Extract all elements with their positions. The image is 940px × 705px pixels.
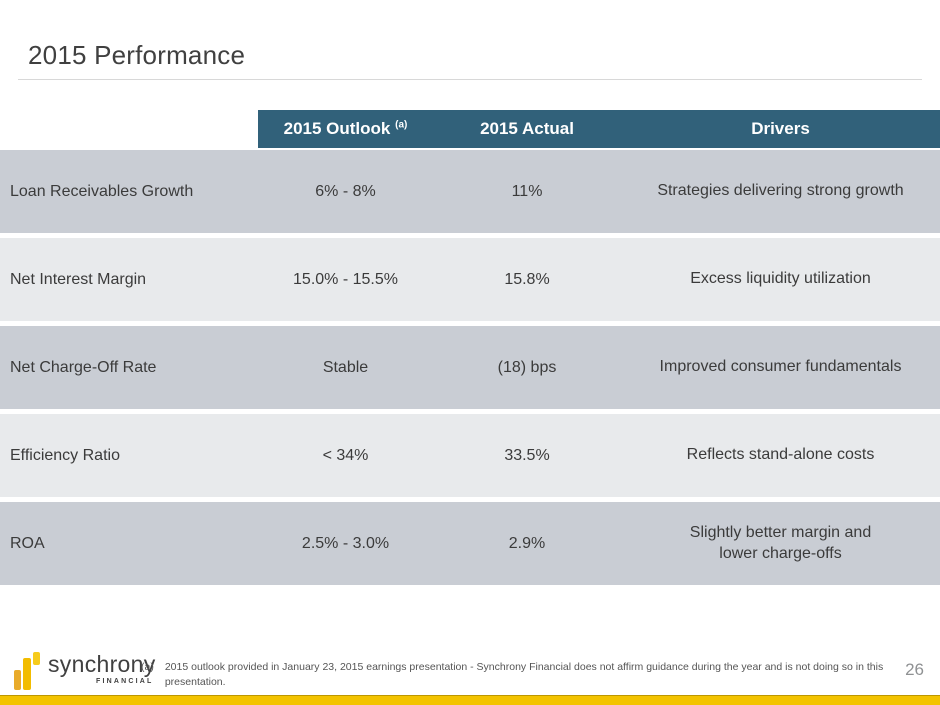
metric-label: Loan Receivables Growth — [10, 182, 194, 200]
table-row-net-charge-off-rate: Net Charge-Off Rate Stable (18) bps Impr… — [0, 326, 940, 409]
page-number: 26 — [905, 660, 924, 679]
footnote-reference-a: (a) — [395, 119, 408, 131]
table-row-roa: ROA 2.5% - 3.0% 2.9% Slightly better mar… — [0, 502, 940, 585]
outlook-value: 2.5% - 3.0% — [301, 534, 390, 552]
title-divider — [18, 79, 922, 80]
footnote: (a) 2015 outlook provided in January 23,… — [141, 660, 893, 689]
drivers-value: Improved consumer fundamentals — [659, 358, 902, 376]
outlook-value: Stable — [322, 358, 369, 376]
column-header-outlook-label: 2015 Outlook — [283, 119, 391, 138]
table-row-loan-receivables-growth: Loan Receivables Growth 6% - 8% 11% Stra… — [0, 150, 940, 233]
drivers-value: Slightly better margin and lower charge-… — [689, 523, 872, 562]
logo-subtitle: FINANCIAL — [96, 678, 154, 686]
actual-value: 15.8% — [504, 270, 550, 288]
metric-label: Net Charge-Off Rate — [10, 358, 157, 376]
footnote-text: 2015 outlook provided in January 23, 201… — [164, 661, 884, 688]
actual-value: 2.9% — [508, 534, 546, 552]
logo-word: synchrony — [48, 651, 156, 677]
table-row-efficiency-ratio: Efficiency Ratio < 34% 33.5% Reflects st… — [0, 414, 940, 497]
drivers-value: Strategies delivering strong growth — [657, 182, 904, 200]
logo-wordmark: synchrony FINANCIAL — [48, 651, 156, 686]
metric-label: Net Interest Margin — [10, 270, 147, 288]
drivers-value: Reflects stand-alone costs — [686, 446, 875, 464]
column-header-outlook: 2015 Outlook (a) — [258, 119, 433, 139]
drivers-value: Excess liquidity utilization — [690, 270, 871, 288]
actual-value: (18) bps — [497, 358, 557, 376]
column-header-actual: 2015 Actual — [480, 119, 574, 138]
outlook-value: < 34% — [322, 446, 369, 464]
footnote-marker: (a) — [141, 661, 154, 673]
bottom-accent-bar — [0, 695, 940, 705]
column-header-drivers: Drivers — [751, 119, 810, 138]
actual-value: 11% — [511, 182, 543, 200]
page-title: 2015 Performance — [28, 40, 246, 70]
metric-label: ROA — [10, 534, 45, 552]
outlook-value: 6% - 8% — [315, 182, 376, 200]
outlook-value: 15.0% - 15.5% — [293, 270, 398, 288]
actual-value: 33.5% — [504, 446, 550, 464]
table-row-net-interest-margin: Net Interest Margin 15.0% - 15.5% 15.8% … — [0, 238, 940, 321]
synchrony-financial-logo: synchrony FINANCIAL — [14, 651, 156, 690]
synchrony-bars-icon — [14, 652, 41, 690]
metric-label: Efficiency Ratio — [10, 446, 120, 464]
table-header-row: 2015 Outlook (a) 2015 Actual Drivers — [258, 110, 940, 148]
